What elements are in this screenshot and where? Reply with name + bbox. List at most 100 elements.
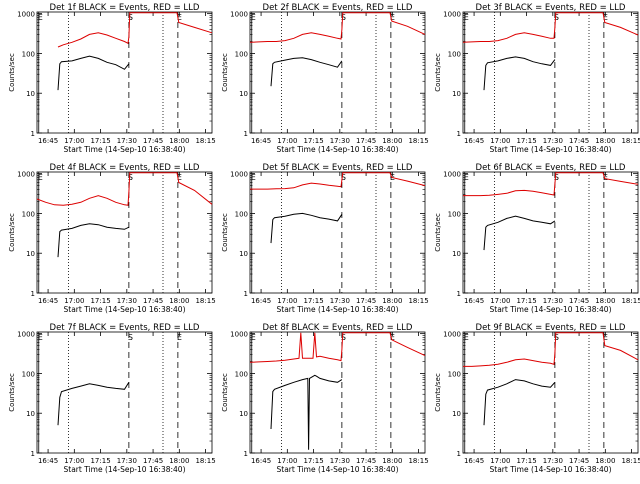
x-tick-label: 16:45 [38,297,58,305]
x-tick-label: 18:00 [595,457,615,465]
panel-title: Det 2f BLACK = Events, RED = LLD [263,3,413,13]
time-marker-label: E [38,173,43,182]
x-tick-label: 16:45 [464,137,484,145]
plot-frame [249,331,426,454]
y-axis-label: Counts/sec [434,53,442,92]
y-tick-label: 1000 [230,171,248,179]
panel-title: Det 4f BLACK = Events, RED = LLD [50,163,200,173]
time-marker-label: E [251,13,256,22]
x-axis-label: Start Time (14-Sep-10 16:38:40) [277,305,399,314]
plot-frame [462,11,639,134]
x-tick-label: 17:00 [277,137,297,145]
x-tick-label: 17:45 [143,457,163,465]
y-tick-label: 100 [235,50,248,58]
x-tick-label: 17:30 [330,297,350,305]
time-marker-label: E [177,13,182,22]
x-tick-label: 18:15 [408,457,428,465]
x-tick-label: 18:00 [169,137,189,145]
y-tick-label: 100 [448,50,461,58]
series-lld-line [250,172,426,190]
y-tick-label: 10 [239,410,248,418]
x-tick-label: 17:45 [143,137,163,145]
x-tick-label: 17:45 [356,137,376,145]
time-marker-label: S [341,333,346,342]
x-tick-label: 16:45 [251,137,271,145]
y-tick-label: 1 [244,450,248,458]
y-tick-label: 1000 [17,171,35,179]
y-tick-label: 1 [244,290,248,298]
series-events-line [270,212,343,244]
time-marker-label: E [38,333,43,342]
time-marker-label: E [464,333,469,342]
panel-det-6: Det 6f BLACK = Events, RED = LLD 1 10 100 10… [434,163,640,314]
y-tick-label: 1000 [443,171,461,179]
x-axis-label: Start Time (14-Sep-10 16:38:40) [64,145,186,154]
y-tick-label: 1 [244,130,248,138]
x-tick-label: 18:15 [621,457,640,465]
x-tick-label: 18:00 [169,297,189,305]
x-tick-label: 17:30 [330,457,350,465]
x-tick-label: 17:15 [516,457,536,465]
y-tick-label: 10 [452,90,461,98]
x-axis-label: Start Time (14-Sep-10 16:38:40) [64,465,186,474]
y-tick-label: 100 [22,210,35,218]
x-tick-label: 18:00 [382,457,402,465]
y-tick-label: 10 [26,410,35,418]
x-tick-label: 17:00 [64,137,84,145]
panel-title: Det 7f BLACK = Events, RED = LLD [50,323,200,333]
x-tick-label: 17:15 [303,137,323,145]
time-marker-label: E [390,333,395,342]
x-tick-label: 17:00 [277,457,297,465]
series-lld-line [462,12,639,43]
plot-frame [36,171,213,294]
y-axis-label: Counts/sec [8,53,16,92]
x-tick-label: 17:30 [117,297,137,305]
x-tick-label: 18:00 [382,297,402,305]
y-axis-label: Counts/sec [434,373,442,412]
x-tick-label: 17:30 [543,457,563,465]
time-marker-label: E [464,173,469,182]
x-tick-label: 18:00 [595,297,615,305]
x-tick-label: 17:45 [569,297,589,305]
y-tick-label: 1 [457,290,461,298]
y-axis-label: Counts/sec [221,213,229,252]
y-tick-label: 1000 [17,11,35,19]
time-marker-label: S [128,13,133,22]
panel-det-1: Det 1f BLACK = Events, RED = LLD 1 10 100 10… [8,3,216,154]
x-tick-label: 18:15 [195,137,215,145]
x-tick-label: 17:00 [490,137,510,145]
y-tick-label: 1000 [230,11,248,19]
y-tick-label: 10 [239,90,248,98]
x-axis-label: Start Time (14-Sep-10 16:38:40) [490,305,612,314]
x-tick-label: 17:00 [64,297,84,305]
series-events-line [270,57,343,87]
y-tick-label: 10 [452,250,461,258]
x-tick-label: 17:45 [569,457,589,465]
series-lld-line [36,172,213,206]
y-tick-label: 100 [448,370,461,378]
panel-det-2: Det 2f BLACK = Events, RED = LLD 1 10 100 10… [221,3,429,154]
plot-frame [462,171,639,294]
time-marker-label: S [554,333,559,342]
plot-frame [36,11,213,134]
series-lld-line [463,172,639,197]
panel-det-8: Det 8f BLACK = Events, RED = LLD 1 10 100 10… [221,323,429,474]
x-tick-label: 17:15 [90,137,110,145]
series-events-line [57,55,130,91]
x-tick-label: 18:15 [195,297,215,305]
x-tick-label: 17:00 [64,457,84,465]
time-marker-label: E [177,333,182,342]
x-tick-label: 17:45 [356,457,376,465]
x-tick-label: 17:15 [516,137,536,145]
panel-det-5: Det 5f BLACK = Events, RED = LLD 1 10 100 10… [221,163,429,314]
time-marker-label: E [251,173,256,182]
y-tick-label: 100 [22,370,35,378]
x-tick-label: 16:45 [464,297,484,305]
time-marker-label: E [603,173,608,182]
y-tick-label: 10 [26,90,35,98]
x-tick-label: 17:30 [543,297,563,305]
y-tick-label: 1 [31,130,35,138]
x-tick-label: 18:15 [621,137,640,145]
x-tick-label: 17:30 [117,457,137,465]
